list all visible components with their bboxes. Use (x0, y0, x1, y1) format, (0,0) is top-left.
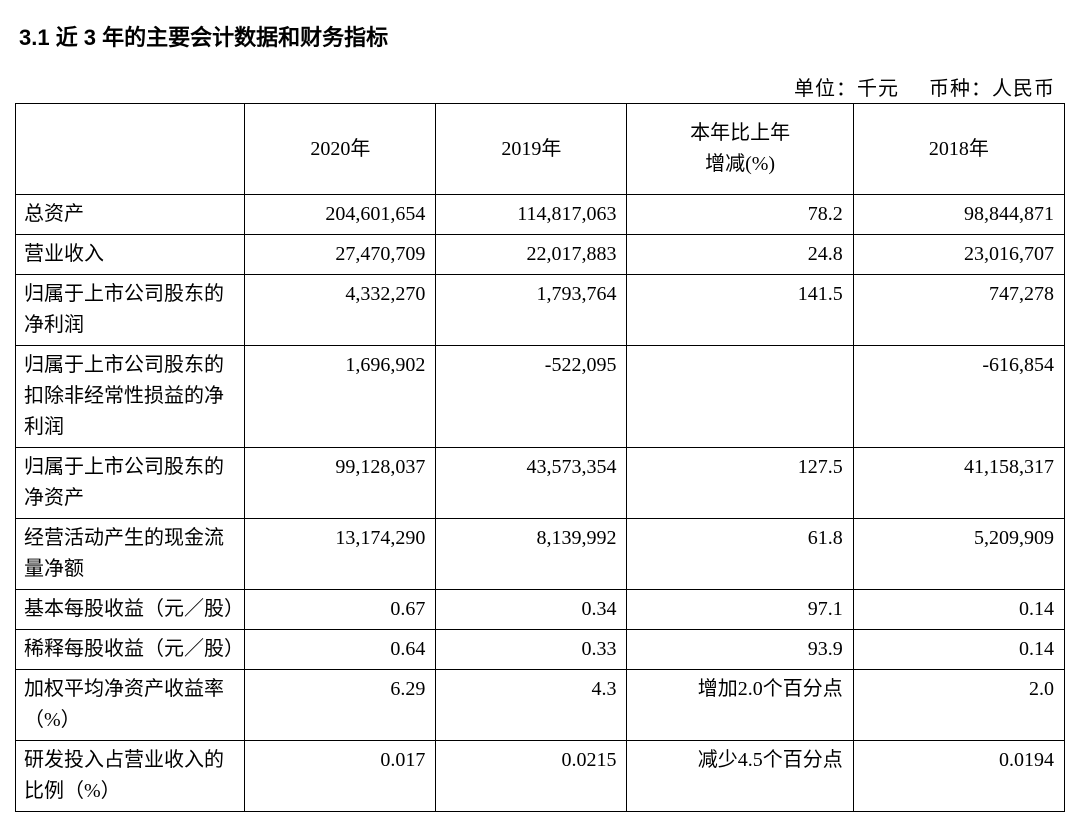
row-label: 基本每股收益（元／股） (16, 590, 245, 630)
cell-2020: 99,128,037 (245, 448, 436, 519)
cell-change (627, 346, 853, 448)
row-label: 总资产 (16, 195, 245, 235)
cell-2020: 0.017 (245, 741, 436, 812)
table-body: 总资产 204,601,654 114,817,063 78.2 98,844,… (16, 195, 1065, 812)
cell-change: 93.9 (627, 630, 853, 670)
unit-currency-line: 单位：千元 币种：人民币 (15, 72, 1055, 101)
table-row: 营业收入 27,470,709 22,017,883 24.8 23,016,7… (16, 235, 1065, 275)
cell-2020: 1,696,902 (245, 346, 436, 448)
cell-2019: 0.33 (436, 630, 627, 670)
row-label: 营业收入 (16, 235, 245, 275)
unit-label: 单位：千元 (794, 78, 899, 100)
col-header-2018: 2018年 (853, 104, 1064, 195)
cell-2019: 0.0215 (436, 741, 627, 812)
cell-2018: 0.14 (853, 590, 1064, 630)
row-label: 归属于上市公司股东的扣除非经常性损益的净利润 (16, 346, 245, 448)
cell-2018: 5,209,909 (853, 519, 1064, 590)
cell-2018: -616,854 (853, 346, 1064, 448)
table-header-row: 2020年 2019年 本年比上年 增减(%) 2018年 (16, 104, 1065, 195)
cell-change: 24.8 (627, 235, 853, 275)
row-label: 经营活动产生的现金流量净额 (16, 519, 245, 590)
cell-2019: 4.3 (436, 670, 627, 741)
cell-2018: 23,016,707 (853, 235, 1064, 275)
cell-2020: 6.29 (245, 670, 436, 741)
cell-change: 141.5 (627, 275, 853, 346)
col-header-2020: 2020年 (245, 104, 436, 195)
cell-change: 78.2 (627, 195, 853, 235)
col-header-change: 本年比上年 增减(%) (627, 104, 853, 195)
cell-change: 61.8 (627, 519, 853, 590)
cell-2019: 22,017,883 (436, 235, 627, 275)
cell-2018: 747,278 (853, 275, 1064, 346)
financial-table: 2020年 2019年 本年比上年 增减(%) 2018年 总资产 204,60… (15, 103, 1065, 812)
cell-2020: 204,601,654 (245, 195, 436, 235)
cell-change: 减少4.5个百分点 (627, 741, 853, 812)
table-row: 稀释每股收益（元／股） 0.64 0.33 93.9 0.14 (16, 630, 1065, 670)
cell-change: 97.1 (627, 590, 853, 630)
cell-2018: 41,158,317 (853, 448, 1064, 519)
col-header-2019: 2019年 (436, 104, 627, 195)
table-row: 经营活动产生的现金流量净额 13,174,290 8,139,992 61.8 … (16, 519, 1065, 590)
cell-2019: 114,817,063 (436, 195, 627, 235)
cell-2018: 2.0 (853, 670, 1064, 741)
table-row: 归属于上市公司股东的净资产 99,128,037 43,573,354 127.… (16, 448, 1065, 519)
cell-2018: 98,844,871 (853, 195, 1064, 235)
row-label: 加权平均净资产收益率（%） (16, 670, 245, 741)
cell-2020: 13,174,290 (245, 519, 436, 590)
table-row: 归属于上市公司股东的净利润 4,332,270 1,793,764 141.5 … (16, 275, 1065, 346)
cell-change: 增加2.0个百分点 (627, 670, 853, 741)
row-label: 稀释每股收益（元／股） (16, 630, 245, 670)
cell-2019: 1,793,764 (436, 275, 627, 346)
cell-2020: 0.67 (245, 590, 436, 630)
table-row: 归属于上市公司股东的扣除非经常性损益的净利润 1,696,902 -522,09… (16, 346, 1065, 448)
row-label: 归属于上市公司股东的净资产 (16, 448, 245, 519)
row-label: 归属于上市公司股东的净利润 (16, 275, 245, 346)
col-header-blank (16, 104, 245, 195)
cell-2019: 8,139,992 (436, 519, 627, 590)
table-row: 研发投入占营业收入的比例（%） 0.017 0.0215 减少4.5个百分点 0… (16, 741, 1065, 812)
table-row: 基本每股收益（元／股） 0.67 0.34 97.1 0.14 (16, 590, 1065, 630)
cell-2020: 4,332,270 (245, 275, 436, 346)
cell-2018: 0.14 (853, 630, 1064, 670)
table-row: 总资产 204,601,654 114,817,063 78.2 98,844,… (16, 195, 1065, 235)
cell-2019: 0.34 (436, 590, 627, 630)
cell-2018: 0.0194 (853, 741, 1064, 812)
row-label: 研发投入占营业收入的比例（%） (16, 741, 245, 812)
table-row: 加权平均净资产收益率（%） 6.29 4.3 增加2.0个百分点 2.0 (16, 670, 1065, 741)
cell-2020: 27,470,709 (245, 235, 436, 275)
currency-label: 币种：人民币 (929, 78, 1055, 100)
section-title: 3.1 近 3 年的主要会计数据和财务指标 (19, 20, 1065, 52)
cell-change: 127.5 (627, 448, 853, 519)
cell-2019: 43,573,354 (436, 448, 627, 519)
cell-2019: -522,095 (436, 346, 627, 448)
cell-2020: 0.64 (245, 630, 436, 670)
